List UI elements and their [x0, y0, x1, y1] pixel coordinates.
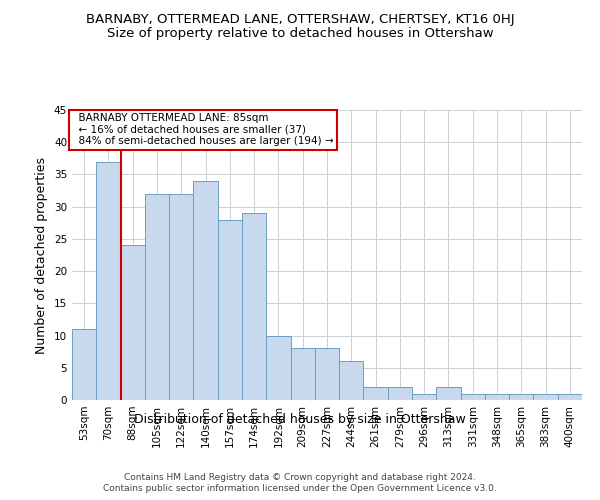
Bar [485, 394, 509, 400]
Bar [242, 213, 266, 400]
Text: Contains HM Land Registry data © Crown copyright and database right 2024.: Contains HM Land Registry data © Crown c… [124, 472, 476, 482]
Bar [96, 162, 121, 400]
Bar [436, 387, 461, 400]
Bar [315, 348, 339, 400]
Bar [388, 387, 412, 400]
Bar [121, 246, 145, 400]
Bar [169, 194, 193, 400]
Bar [290, 348, 315, 400]
Bar [558, 394, 582, 400]
Bar [461, 394, 485, 400]
Bar [364, 387, 388, 400]
Bar [339, 362, 364, 400]
Bar [72, 329, 96, 400]
Text: Size of property relative to detached houses in Ottershaw: Size of property relative to detached ho… [107, 28, 493, 40]
Text: BARNABY OTTERMEAD LANE: 85sqm
  ← 16% of detached houses are smaller (37)
  84% : BARNABY OTTERMEAD LANE: 85sqm ← 16% of d… [72, 113, 334, 146]
Bar [145, 194, 169, 400]
Text: Distribution of detached houses by size in Ottershaw: Distribution of detached houses by size … [134, 412, 466, 426]
Bar [266, 336, 290, 400]
Bar [533, 394, 558, 400]
Bar [218, 220, 242, 400]
Bar [509, 394, 533, 400]
Text: BARNABY, OTTERMEAD LANE, OTTERSHAW, CHERTSEY, KT16 0HJ: BARNABY, OTTERMEAD LANE, OTTERSHAW, CHER… [86, 12, 514, 26]
Y-axis label: Number of detached properties: Number of detached properties [35, 156, 49, 354]
Text: Contains public sector information licensed under the Open Government Licence v3: Contains public sector information licen… [103, 484, 497, 493]
Bar [412, 394, 436, 400]
Bar [193, 181, 218, 400]
